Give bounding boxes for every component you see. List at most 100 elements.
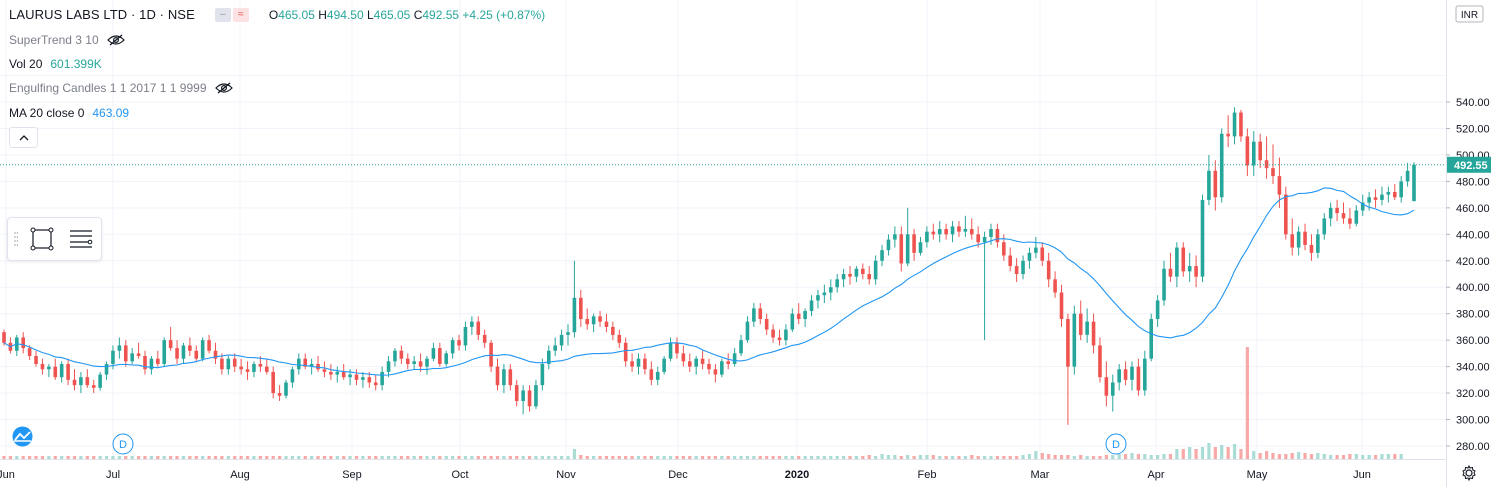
- volume-bar: [1386, 454, 1390, 459]
- candle-body: [393, 350, 397, 362]
- candle-body: [1117, 369, 1121, 383]
- volume-bar: [1021, 455, 1025, 459]
- volume-bar: [104, 456, 109, 459]
- candle-body: [880, 250, 884, 261]
- volume-bar: [944, 456, 948, 459]
- time-tick-label: Nov: [556, 469, 576, 481]
- rectangle-tool-icon[interactable]: [29, 226, 55, 252]
- volume-bar: [982, 456, 987, 459]
- volume-bar: [675, 456, 679, 459]
- volume-bar: [803, 456, 807, 459]
- volume-bar: [1380, 454, 1384, 459]
- status-wave-icon[interactable]: ≈: [232, 7, 249, 22]
- eye-off-icon[interactable]: [106, 34, 125, 46]
- volume-bar: [28, 456, 32, 459]
- volume-bar: [1354, 454, 1358, 459]
- candle-body: [1207, 170, 1211, 200]
- volume-bar: [649, 456, 653, 459]
- legend-ma[interactable]: MA 20 close 0 463.09: [9, 106, 129, 120]
- price-tick-label: 320.00: [1456, 388, 1490, 400]
- candle-body: [1040, 247, 1045, 261]
- volume-bar: [681, 456, 685, 459]
- candle-body: [905, 234, 910, 264]
- drawing-toolbar[interactable]: [7, 217, 102, 261]
- volume-bar: [1040, 453, 1044, 459]
- candle-body: [200, 340, 205, 359]
- volume-bar: [322, 456, 327, 459]
- volume-bar: [874, 456, 878, 459]
- volume-bar: [431, 456, 436, 459]
- low-label: L: [366, 7, 374, 22]
- candle-body: [85, 377, 90, 386]
- volume-bar: [310, 456, 314, 459]
- candle-body: [790, 313, 795, 330]
- lines-tool-icon[interactable]: [68, 226, 94, 252]
- candle-body: [59, 363, 64, 378]
- tradingview-logo-icon[interactable]: [9, 426, 36, 447]
- legend-engulfing[interactable]: Engulfing Candles 1 1 2017 1 1 9999: [9, 81, 233, 95]
- volume-bar: [668, 456, 673, 459]
- candle-body: [527, 390, 532, 407]
- volume-bar: [918, 455, 923, 459]
- volume-bar: [92, 456, 96, 459]
- candle-body: [758, 308, 763, 319]
- candle-body: [989, 229, 993, 237]
- volume-bar: [438, 456, 442, 459]
- change-value: +4.25 (+0.87%): [462, 7, 546, 22]
- volume-bar: [643, 456, 647, 459]
- volume-bar: [361, 456, 365, 459]
- volume-bar: [797, 456, 801, 459]
- volume-bar: [585, 456, 589, 459]
- candle-body: [1110, 382, 1115, 396]
- volume-bar: [220, 456, 224, 459]
- candle-body: [463, 326, 468, 346]
- eye-off-icon[interactable]: [214, 82, 233, 94]
- volume-bar: [290, 456, 295, 459]
- candle-body: [47, 366, 51, 370]
- candle-body: [1053, 279, 1057, 293]
- candle-body: [752, 308, 756, 322]
- candle-body: [1251, 141, 1256, 166]
- candle-body: [1354, 210, 1359, 224]
- candle-body: [816, 295, 820, 301]
- volume-bar: [1111, 455, 1115, 459]
- legend-volume[interactable]: Vol 20 601.399K: [9, 57, 102, 71]
- volume-bar: [1188, 447, 1192, 459]
- candle-body: [1341, 213, 1346, 219]
- collapse-legend-button[interactable]: [9, 127, 38, 148]
- volume-bar: [508, 456, 512, 459]
- candle-body: [803, 311, 807, 319]
- status-dash-icon[interactable]: –: [214, 7, 231, 22]
- volume-bar: [656, 456, 660, 459]
- settings-gear-icon[interactable]: [1461, 465, 1477, 481]
- volume-bar: [1008, 456, 1012, 459]
- candle-body: [636, 358, 641, 367]
- candle-body: [1303, 231, 1307, 245]
- volume-bar: [425, 456, 429, 459]
- candle-body: [854, 268, 859, 277]
- volume-bar: [1399, 454, 1403, 459]
- volume-bar: [938, 456, 942, 459]
- volume-bar: [271, 456, 275, 459]
- candle-body: [1143, 358, 1147, 391]
- volume-bar: [1047, 454, 1051, 459]
- candle-body: [2, 332, 6, 343]
- candle-body: [777, 337, 782, 341]
- legend-supertrend[interactable]: SuperTrend 3 10: [9, 33, 125, 47]
- candle-body: [1059, 292, 1064, 319]
- volume-bar: [1245, 347, 1249, 459]
- volume-bar: [476, 456, 480, 459]
- candle-body: [681, 353, 686, 362]
- volume-bar: [521, 456, 525, 459]
- volume-bar: [1168, 454, 1173, 459]
- candle-body: [1277, 176, 1282, 195]
- volume-bar: [1213, 447, 1217, 459]
- volume-bar: [1258, 453, 1262, 459]
- candle-body: [1335, 207, 1339, 214]
- candle-body: [822, 292, 827, 296]
- drag-handle-icon[interactable]: [14, 232, 18, 246]
- candle-body: [79, 377, 83, 386]
- volume-bar: [66, 456, 70, 459]
- candle-body: [66, 363, 70, 380]
